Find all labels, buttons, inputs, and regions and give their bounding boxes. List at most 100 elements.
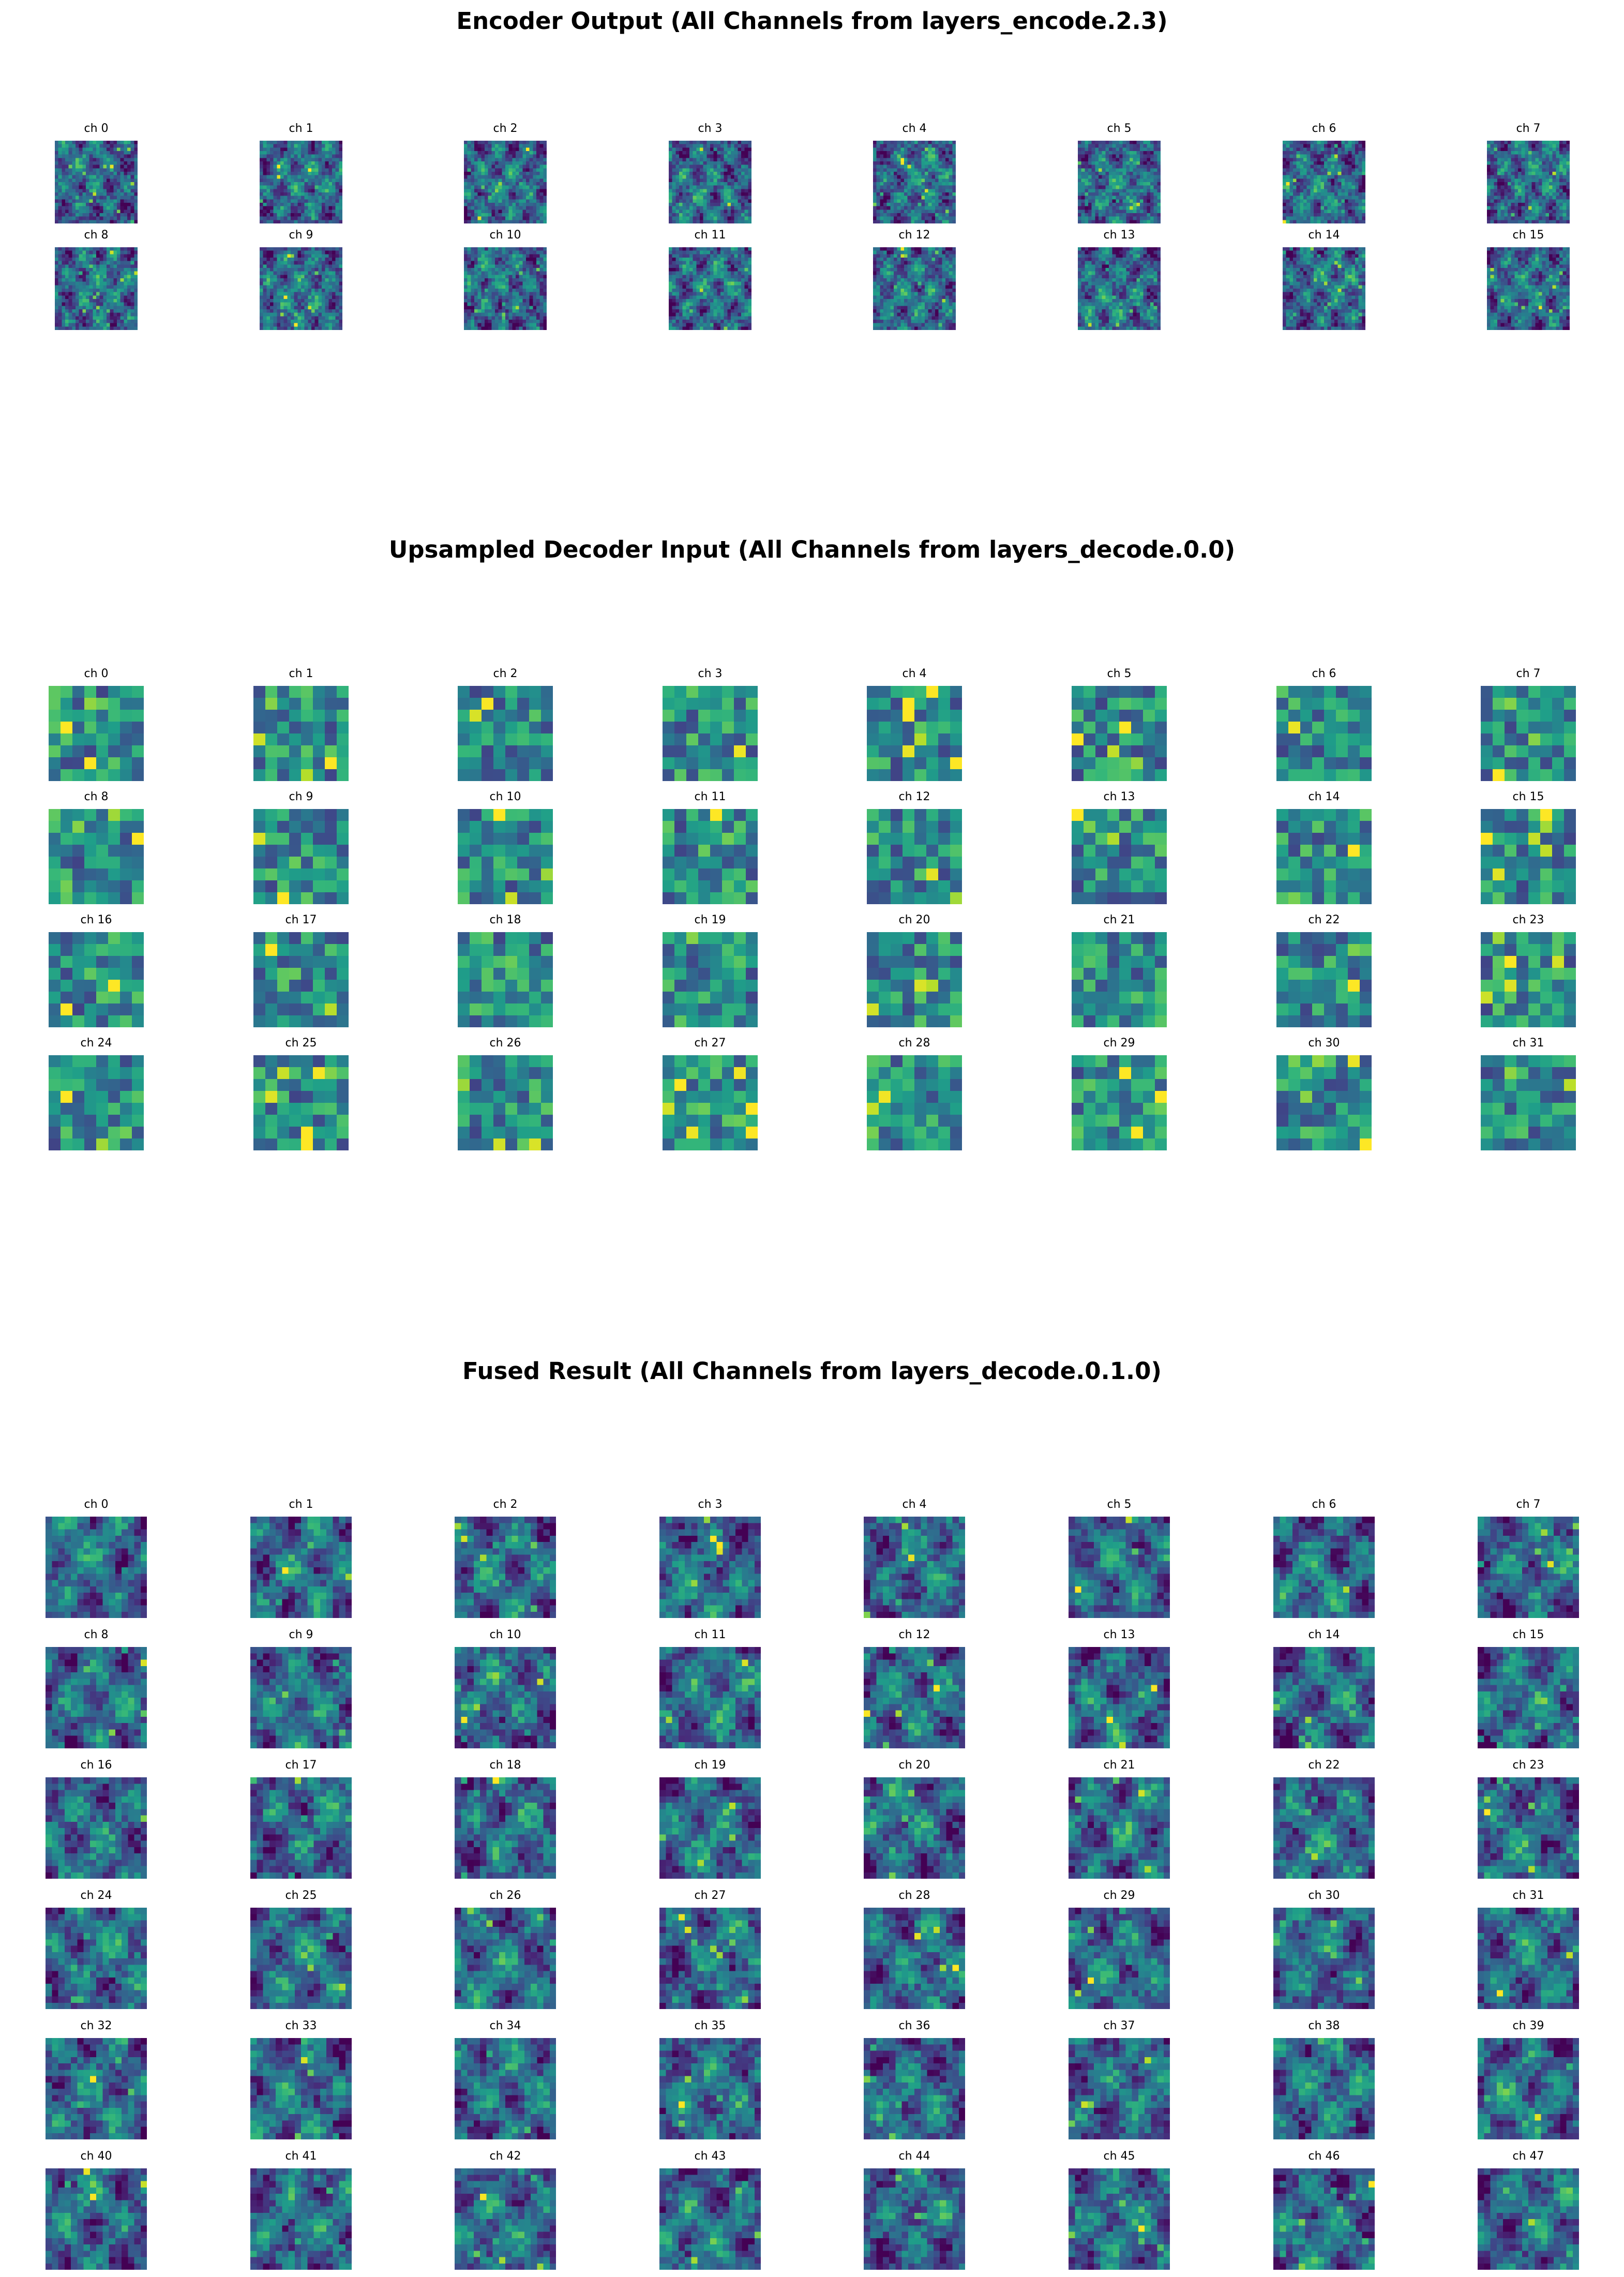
heatmap-cell xyxy=(731,161,734,165)
heatmap-cell xyxy=(127,196,131,200)
heatmap-cell xyxy=(942,185,946,189)
heatmap-cell xyxy=(1099,216,1102,220)
heatmap-cell xyxy=(1341,185,1345,189)
heatmap-cell xyxy=(68,209,72,214)
heatmap-cell xyxy=(1362,144,1365,148)
heatmap-cell xyxy=(921,220,925,223)
heatmap-cell xyxy=(1334,172,1338,175)
heatmap-cell xyxy=(76,285,79,289)
heatmap-cell xyxy=(1521,168,1525,172)
heatmap-cell xyxy=(1310,147,1314,152)
heatmap-cell xyxy=(332,158,336,162)
heatmap-cell xyxy=(949,158,953,162)
heatmap-cell xyxy=(880,168,884,172)
heatmap-cell xyxy=(741,185,745,189)
heatmap-cell xyxy=(491,199,495,203)
heatmap-cell xyxy=(931,175,936,179)
heatmap-cell xyxy=(471,144,475,148)
heatmap-cell xyxy=(942,144,946,148)
heatmap-cell xyxy=(318,185,322,189)
heatmap-cell xyxy=(686,216,690,220)
heatmap-cell xyxy=(1300,216,1304,220)
heatmap-cell xyxy=(918,154,922,158)
heatmap-cell xyxy=(89,178,93,183)
heatmap-cell xyxy=(1549,209,1553,214)
heatmap-cell xyxy=(949,196,953,200)
heatmap-cell xyxy=(1556,199,1560,203)
heatmap-cell xyxy=(1518,168,1522,172)
heatmap-cell xyxy=(925,199,928,203)
heatmap-cell xyxy=(65,151,69,155)
heatmap-cell xyxy=(130,196,134,200)
heatmap-cell xyxy=(93,206,97,210)
heatmap-cell xyxy=(68,264,72,268)
heatmap-cell xyxy=(107,178,110,183)
heatmap-cell xyxy=(332,213,336,217)
heatmap-cell xyxy=(117,247,121,251)
heatmap-cell xyxy=(86,247,89,251)
heatmap-cell xyxy=(1542,189,1546,193)
heatmap-cell xyxy=(481,199,485,203)
heatmap-cell xyxy=(297,178,302,183)
heatmap-cell xyxy=(876,206,880,210)
heatmap-cell xyxy=(1157,178,1161,183)
heatmap-cell xyxy=(1317,206,1321,210)
heatmap-cell xyxy=(897,175,901,179)
heatmap-cell xyxy=(93,220,97,223)
heatmap-cell xyxy=(1306,206,1311,210)
heatmap-cell xyxy=(1116,199,1120,203)
heatmap-cell xyxy=(477,164,482,169)
heatmap-cell xyxy=(335,151,339,155)
heatmap-cell xyxy=(536,185,540,189)
heatmap-cell xyxy=(876,161,880,165)
heatmap-cell xyxy=(130,161,134,165)
heatmap-cell xyxy=(1091,161,1095,165)
heatmap-cell xyxy=(543,189,547,193)
heatmap-cell xyxy=(113,175,117,179)
heatmap-cell xyxy=(474,141,478,144)
heatmap-cell xyxy=(724,168,728,172)
heatmap-cell xyxy=(1324,141,1328,144)
heatmap-cell xyxy=(1494,151,1498,155)
heatmap-cell xyxy=(294,199,298,203)
heatmap-cell xyxy=(1081,209,1085,214)
heatmap-cell xyxy=(89,151,93,155)
heatmap-cell xyxy=(1147,147,1151,152)
heatmap-cell xyxy=(270,168,274,172)
heatmap-cell xyxy=(82,182,86,186)
heatmap-cell xyxy=(696,209,700,214)
heatmap-cell xyxy=(99,261,103,265)
heatmap-cell xyxy=(113,275,117,279)
heatmap-cell xyxy=(481,213,485,217)
heatmap-cell xyxy=(679,168,683,172)
heatmap-cell xyxy=(1549,182,1553,186)
heatmap-cell xyxy=(1293,203,1297,206)
heatmap-cell xyxy=(890,185,894,189)
heatmap-cell xyxy=(72,151,76,155)
heatmap-cell xyxy=(1296,213,1300,217)
heatmap-cell xyxy=(894,192,897,196)
heatmap-cell xyxy=(96,161,100,165)
heatmap-cell xyxy=(533,209,537,214)
heatmap-cell xyxy=(65,264,69,268)
heatmap-cell xyxy=(873,216,877,220)
heatmap-cell xyxy=(727,175,731,179)
heatmap-cell xyxy=(1324,147,1328,152)
heatmap-cell xyxy=(717,209,721,214)
heatmap-cell xyxy=(332,144,336,148)
heatmap-cell xyxy=(1514,216,1518,220)
heatmap-cell xyxy=(1331,151,1335,155)
heatmap-cell xyxy=(1355,185,1359,189)
heatmap-cell xyxy=(1559,147,1563,152)
heatmap-cell xyxy=(516,161,519,165)
heatmap-cell xyxy=(58,161,62,165)
heatmap-cell xyxy=(543,216,547,220)
heatmap-cell xyxy=(744,144,748,148)
heatmap-cell xyxy=(120,261,124,265)
heatmap-cell xyxy=(1317,182,1321,186)
heatmap-cell xyxy=(706,144,711,148)
heatmap-cell xyxy=(516,164,519,169)
heatmap-cell xyxy=(696,199,700,203)
heatmap-cell xyxy=(280,213,284,217)
heatmap-cell xyxy=(1362,185,1365,189)
